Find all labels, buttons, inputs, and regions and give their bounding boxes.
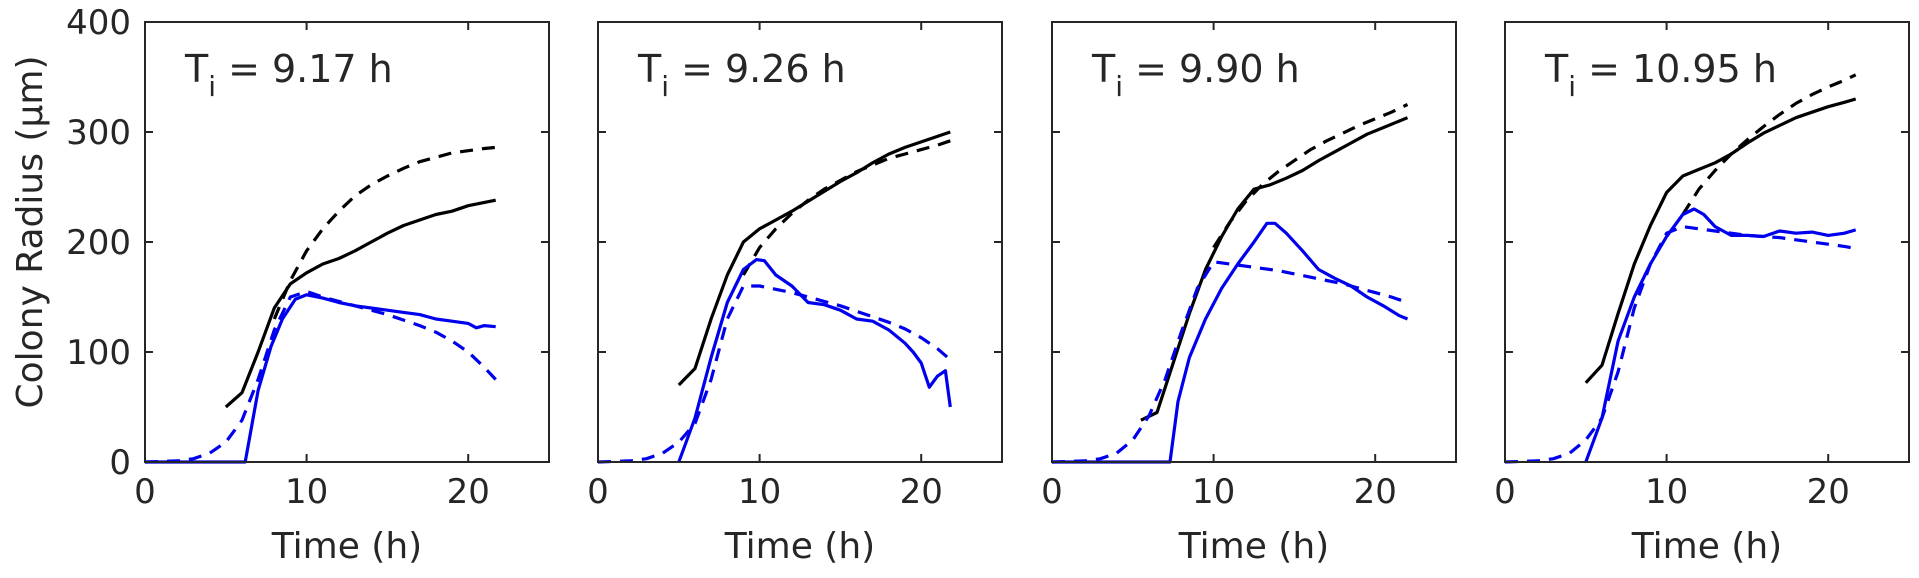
series-line-1-1: [224, 198, 497, 409]
series-line-4-1: [1584, 97, 1857, 384]
series-line-3-1: [1140, 116, 1409, 422]
chart-panel-3: 0 10 20 Time (h) Ti = 9.90 h: [1041, 21, 1457, 567]
x-tick-label: 10: [1645, 472, 1688, 512]
x-axis-label: Time (h): [1178, 526, 1329, 567]
series-line-2-2: [742, 139, 951, 276]
x-tick-label: 10: [1192, 472, 1235, 512]
series-line-2-3: [677, 258, 952, 463]
x-tick-label: 20: [900, 472, 943, 512]
y-tick-label: 300: [66, 113, 131, 153]
x-tick-label: 20: [1807, 472, 1850, 512]
series-line-2-4: [597, 284, 952, 464]
series-line-2-1: [677, 130, 951, 387]
x-tick-label: 0: [1494, 472, 1516, 512]
y-tick-label: 100: [66, 333, 131, 373]
y-tick-label: 0: [109, 443, 131, 483]
x-tick-label: 10: [285, 472, 328, 512]
x-axis-label: Time (h): [724, 526, 875, 567]
panel-annotation: Ti = 9.17 h: [184, 47, 393, 103]
x-axis-label: Time (h): [1631, 526, 1782, 567]
series-line-1-2: [272, 145, 496, 320]
panel-annotation: Ti = 9.26 h: [637, 47, 846, 103]
series-line-4-3: [1584, 207, 1857, 463]
series-line-4-2: [1681, 73, 1857, 216]
y-tick-label: 200: [66, 223, 131, 263]
chart-panel-4: 0 10 20 Time (h) Ti = 10.95 h: [1494, 21, 1910, 567]
series-line-3-3: [1052, 221, 1409, 464]
x-tick-label: 0: [1041, 472, 1063, 512]
y-tick-label: 400: [66, 3, 131, 43]
x-tick-label: 0: [134, 472, 156, 512]
x-axis-label: Time (h): [271, 526, 422, 567]
series-line-1-3: [145, 293, 496, 464]
y-axis-label: Colony Radius (μm): [10, 56, 51, 409]
series-line-3-4: [1051, 260, 1409, 464]
series-line-3-2: [1212, 103, 1409, 249]
panel-annotation: Ti = 10.95 h: [1544, 47, 1777, 103]
series-line-1-4: [144, 289, 497, 464]
series-line-4-4: [1504, 225, 1857, 464]
x-tick-label: 10: [738, 472, 781, 512]
chart-panel-2: 0 10 20 Time (h) Ti = 9.26 h: [587, 21, 1003, 567]
x-tick-label: 20: [1354, 472, 1397, 512]
x-tick-label: 20: [447, 472, 490, 512]
panel-annotation: Ti = 9.90 h: [1091, 47, 1300, 103]
x-tick-label: 0: [587, 472, 609, 512]
